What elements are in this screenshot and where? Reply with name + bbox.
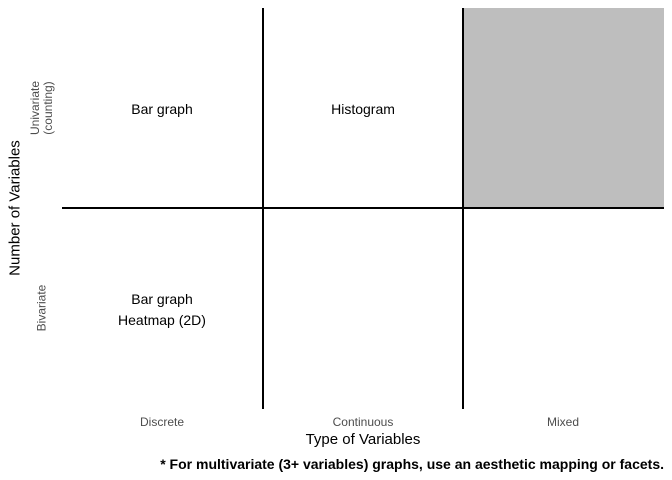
cell-bivariate-discrete: Bar graph Heatmap (2D)	[118, 289, 206, 331]
y-tick-bivariate: Bivariate	[34, 284, 49, 332]
x-axis-title: Type of Variables	[305, 431, 421, 448]
cell-univariate-continuous: Histogram	[331, 99, 395, 120]
shaded-cell-univariate-mixed	[463, 8, 664, 208]
cell-item: Bar graph	[131, 291, 193, 307]
x-tick-discrete: Discrete	[139, 415, 185, 429]
divider-discrete-continuous	[262, 8, 264, 409]
x-tick-mixed: Mixed	[546, 415, 580, 429]
divider-univariate-bivariate	[62, 207, 664, 209]
cell-univariate-discrete: Bar graph	[131, 99, 192, 120]
footnote: * For multivariate (3+ variables) graphs…	[160, 456, 664, 472]
cell-item: Heatmap (2D)	[118, 312, 206, 328]
cell-item: Histogram	[331, 101, 395, 117]
y-tick-univariate: Univariate (counting)	[28, 81, 55, 135]
divider-continuous-mixed	[462, 8, 464, 409]
x-tick-continuous: Continuous	[332, 415, 394, 429]
y-tick-univariate-line2: (counting)	[41, 81, 55, 135]
y-axis-title: Number of Variables	[6, 140, 24, 276]
cell-item: Bar graph	[131, 101, 193, 117]
